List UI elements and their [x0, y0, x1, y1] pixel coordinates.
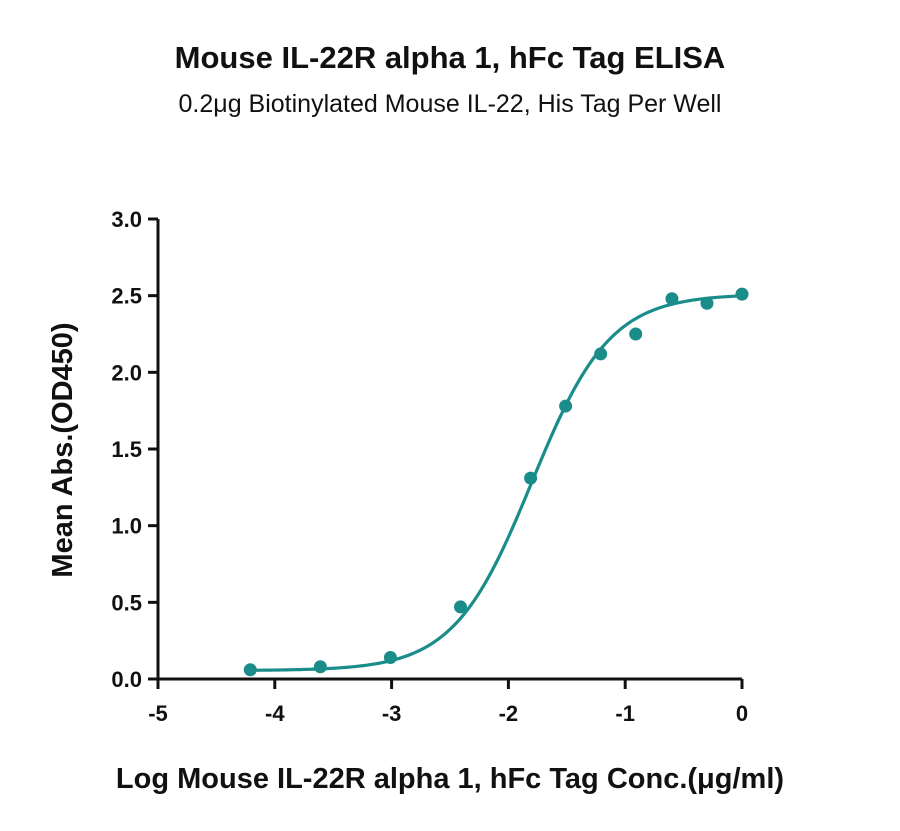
x-tick-label: 0 — [736, 701, 748, 726]
data-point — [383, 651, 397, 665]
data-point — [665, 292, 679, 306]
x-tick-label: -2 — [499, 701, 519, 726]
data-point — [313, 660, 327, 674]
data-point — [243, 663, 257, 677]
data-point — [454, 600, 468, 614]
data-point — [735, 287, 749, 301]
chart-subtitle: 0.2μg Biotinylated Mouse IL-22, His Tag … — [178, 90, 722, 118]
x-tick-label: -3 — [382, 701, 402, 726]
y-tick-label: 0.0 — [111, 667, 142, 692]
axes: 0.0 0.5 1.0 1.5 2.0 2.5 3.0 -5 -4 -3 -2 -1 0 — [111, 207, 748, 726]
data-point — [594, 347, 608, 361]
y-tick-label: 2.5 — [111, 284, 142, 309]
data-point — [700, 296, 714, 310]
y-axis-title: Mean Abs.(OD450) — [47, 322, 79, 577]
y-tick-label: 2.0 — [111, 360, 142, 385]
data-point — [559, 399, 573, 413]
x-tick-label: -5 — [148, 701, 168, 726]
data-point — [629, 327, 643, 341]
y-tick-label: 1.5 — [111, 437, 142, 462]
chart-title: Mouse IL-22R alpha 1, hFc Tag ELISA — [174, 40, 726, 75]
fit-curve-layer — [250, 294, 743, 672]
x-tick-label: -4 — [265, 701, 285, 726]
data-points-layer — [243, 287, 749, 677]
data-point — [524, 471, 538, 485]
x-axis-title: Log Mouse IL-22R alpha 1, hFc Tag Conc.(… — [116, 763, 784, 795]
y-tick-label: 3.0 — [111, 207, 142, 232]
y-tick-label: 0.5 — [111, 590, 142, 615]
x-tick-label: -1 — [615, 701, 635, 726]
y-tick-label: 1.0 — [111, 514, 142, 539]
fit-curve — [250, 294, 743, 672]
